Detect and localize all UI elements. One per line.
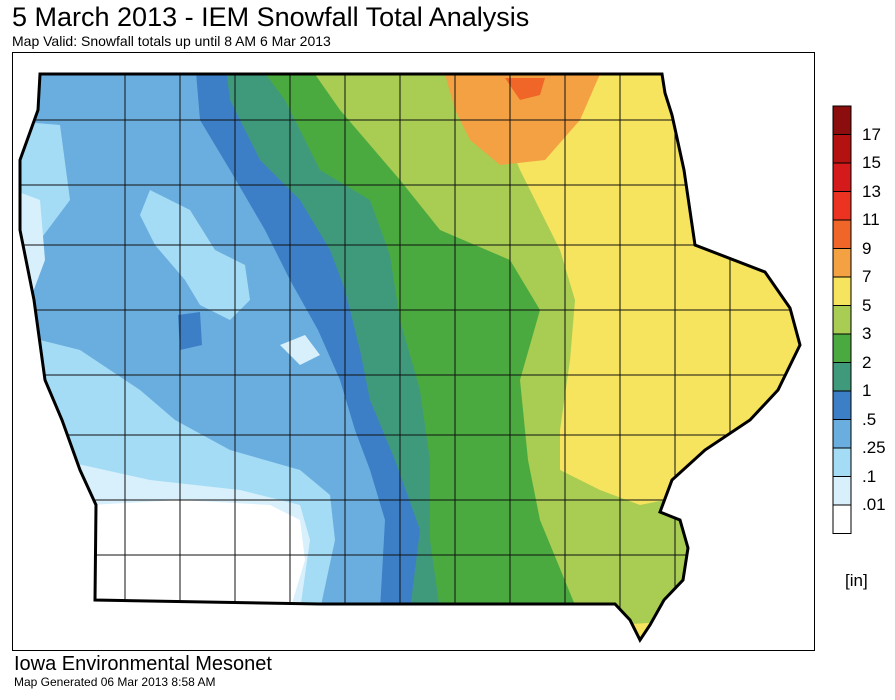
contour-9-11: [505, 78, 545, 100]
legend-label: 5: [862, 295, 872, 315]
map-title: 5 March 2013 - IEM Snowfall Total Analys…: [12, 2, 530, 32]
map-subtitle: Map Valid: Snowfall totals up until 8 AM…: [12, 33, 331, 49]
legend-label: .01: [862, 495, 886, 514]
legend-swatch: [832, 419, 852, 449]
legend-swatch: [832, 276, 852, 306]
legend-label: 2: [862, 352, 872, 372]
legend-swatch: [832, 447, 852, 477]
legend-swatch: [832, 476, 852, 506]
legend-swatch: [832, 362, 852, 392]
legend-swatch: [832, 191, 852, 221]
legend-label: 9: [862, 238, 872, 258]
color-legend: [832, 105, 852, 534]
legend-swatch: [832, 134, 852, 164]
legend-units: [in]: [845, 571, 868, 590]
legend-swatch: [832, 248, 852, 278]
legend-label: 13: [862, 181, 881, 201]
legend-label: 1: [862, 381, 872, 400]
legend-label: 15: [862, 153, 881, 172]
legend-swatch: [832, 390, 852, 420]
contour-01-025-center: [140, 190, 250, 320]
snowfall-contours: [20, 74, 800, 640]
contour-05-1-spot: [178, 312, 202, 350]
footer-title: Iowa Environmental Mesonet: [14, 653, 272, 675]
footer-generated: Map Generated 06 Mar 2013 8:58 AM: [14, 675, 216, 689]
legend-swatch: [832, 333, 852, 363]
legend-label: .1: [862, 466, 877, 486]
iowa-state-outline: [18, 72, 802, 643]
legend-swatch: [832, 219, 852, 249]
legend-label: 3: [862, 324, 872, 343]
legend-label: .5: [862, 409, 877, 429]
legend-label: .25: [862, 438, 886, 457]
legend-label: 11: [862, 210, 880, 229]
contour-01-025-nw: [20, 120, 70, 255]
legend-swatch: [832, 162, 852, 192]
legend-swatch: [832, 105, 852, 135]
legend-swatch: [832, 305, 852, 335]
legend-label: 7: [862, 267, 872, 286]
legend-swatch: [832, 504, 852, 534]
legend-label: 17: [862, 124, 881, 144]
